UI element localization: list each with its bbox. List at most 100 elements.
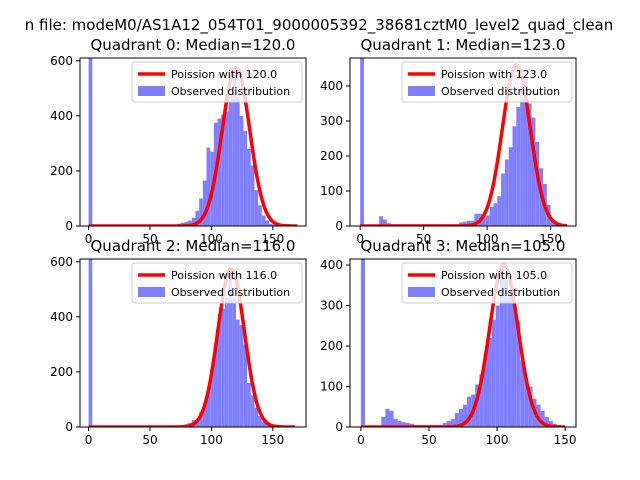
legend-hist-swatch xyxy=(408,86,435,96)
histogram-bar xyxy=(195,210,200,226)
x-tick-label: 0 xyxy=(356,232,364,246)
histogram-bar xyxy=(261,215,266,226)
histogram-bar xyxy=(520,360,525,427)
histogram-bar xyxy=(454,412,459,427)
histogram-bar xyxy=(516,107,521,226)
histogram-bar xyxy=(508,147,513,226)
histogram-bar xyxy=(520,86,524,226)
axes-frame xyxy=(79,57,307,227)
histogram-bar xyxy=(512,303,517,427)
histogram-bar xyxy=(232,69,236,226)
histogram-bar xyxy=(213,345,218,427)
histogram-bar xyxy=(401,422,406,427)
legend: Poission with 116.0 Observed distribution xyxy=(131,262,303,304)
legend-box xyxy=(401,61,573,103)
histogram-bar xyxy=(184,221,189,226)
histogram-bar xyxy=(540,410,545,427)
histogram-bar xyxy=(487,337,492,427)
plot-area xyxy=(87,259,296,427)
histogram-bar xyxy=(544,416,549,427)
legend-label: Observed distribution xyxy=(441,85,560,98)
y-tick-label: 300 xyxy=(320,299,343,313)
histogram-bar xyxy=(247,382,251,427)
histogram-bar xyxy=(405,422,410,427)
histogram-bar xyxy=(247,148,251,226)
histogram-bar xyxy=(497,196,502,226)
x-tick-label: 150 xyxy=(261,433,284,447)
histogram-bar xyxy=(235,319,240,427)
y-tick-label: 600 xyxy=(50,255,73,269)
legend-label: Poission with 116.0 xyxy=(171,269,277,282)
histogram-bar xyxy=(523,79,528,226)
histogram-bar xyxy=(516,321,521,427)
histogram-bar xyxy=(442,422,447,427)
histogram-bar xyxy=(188,220,192,226)
histogram-bar xyxy=(228,272,233,427)
histogram-bar xyxy=(232,297,236,427)
histogram-bar xyxy=(446,420,451,427)
histogram-bar xyxy=(512,126,517,226)
y-tick-label: 200 xyxy=(320,149,343,163)
histogram-bar xyxy=(489,206,494,226)
histogram-bar xyxy=(224,297,229,427)
histogram-bar xyxy=(239,325,244,427)
legend-label: Observed distribution xyxy=(441,286,560,299)
x-tick-label: 50 xyxy=(142,232,157,246)
histogram-bar xyxy=(360,58,364,226)
histogram-bar xyxy=(88,259,93,427)
histogram-bar xyxy=(224,111,229,226)
histogram-bar xyxy=(258,205,262,226)
histogram-bar xyxy=(261,421,266,427)
histogram-bar xyxy=(217,118,222,226)
histogram-bar xyxy=(474,213,479,226)
histogram-bar xyxy=(535,142,540,226)
legend: Poission with 123.0 Observed distribution xyxy=(401,61,573,103)
legend: Poission with 105.0 Observed distribution xyxy=(401,262,573,304)
legend-label: Poission with 123.0 xyxy=(441,68,547,81)
quadrant-1-chart: 0 50 100 150 0 100 200 300 400 Poission with 123.… xyxy=(320,36,577,246)
chart-title: Quadrant 3: Median=105.0 xyxy=(361,237,566,255)
legend-hist-swatch xyxy=(138,86,165,96)
y-tick-label: 0 xyxy=(65,219,73,233)
histogram-bar xyxy=(531,117,536,226)
figure-suptitle: n file: modeM0/AS1A12_054T01_9000005392_… xyxy=(25,16,614,35)
histogram-bar xyxy=(528,386,533,427)
histogram-bar xyxy=(507,293,513,427)
x-tick-label: 150 xyxy=(554,433,577,447)
histogram-bar xyxy=(206,147,211,226)
histogram-bar xyxy=(397,420,402,427)
y-tick-label: 400 xyxy=(50,310,73,324)
y-tick-label: 0 xyxy=(335,420,343,434)
quadrant-2-chart: 0 50 100 150 0 200 400 600 Poission with 116.0 Ob… xyxy=(50,237,307,447)
legend-label: Poission with 105.0 xyxy=(441,269,547,282)
histogram-bar xyxy=(393,418,398,427)
plot-area xyxy=(360,259,566,427)
histogram-bar xyxy=(202,180,207,226)
y-tick-label: 300 xyxy=(320,114,343,128)
x-tick-label: 50 xyxy=(142,433,157,447)
histogram-bar xyxy=(221,114,225,226)
poisson-line xyxy=(87,65,299,226)
x-tick-label: 0 xyxy=(85,232,93,246)
histogram-bar xyxy=(475,384,480,427)
histogram-bar xyxy=(265,424,270,427)
histogram-bar xyxy=(463,404,468,427)
histogram-bar xyxy=(243,130,248,226)
histogram-bar xyxy=(235,96,240,226)
axes-frame xyxy=(349,57,577,227)
histogram-bar xyxy=(466,220,471,226)
y-tick-label: 400 xyxy=(50,109,73,123)
x-tick-label: 100 xyxy=(200,232,223,246)
histogram-bar xyxy=(491,319,496,427)
histogram-bar xyxy=(527,103,532,226)
histogram-bar xyxy=(463,221,467,226)
histogram-bar xyxy=(191,217,196,226)
histogram-bar xyxy=(493,203,498,226)
histogram-bar xyxy=(485,215,490,226)
histogram-bar xyxy=(483,354,488,427)
histogram-bar xyxy=(381,416,386,427)
histogram-bar xyxy=(265,220,270,226)
plot-area xyxy=(87,58,299,226)
histogram-bar xyxy=(499,265,504,427)
histogram-bar xyxy=(254,407,259,427)
